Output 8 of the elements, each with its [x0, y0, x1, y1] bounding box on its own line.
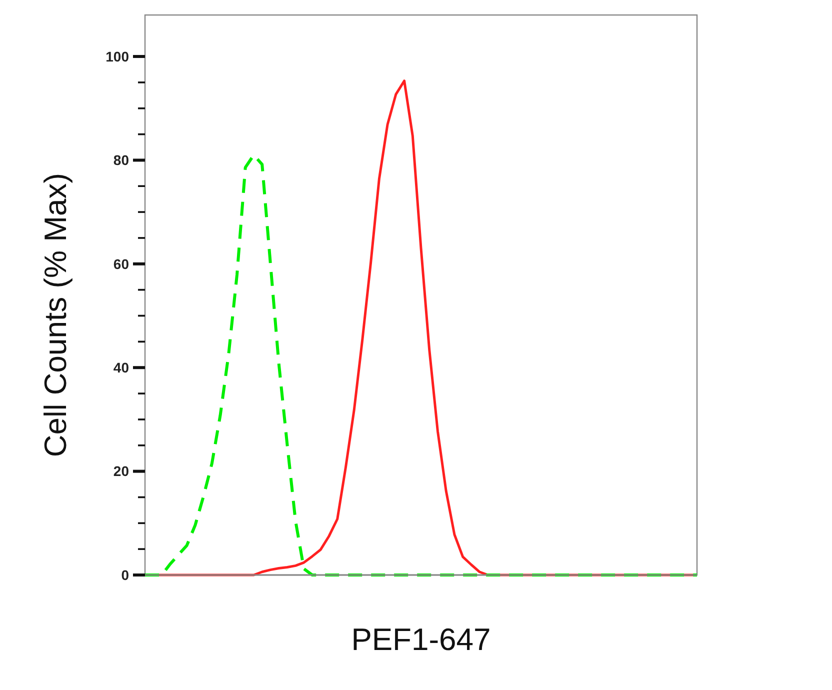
y-tick-label: 60 [113, 256, 130, 272]
y-tick-label: 40 [113, 359, 130, 376]
y-tick-label: 20 [113, 463, 130, 480]
y-axis-title: Cell Counts (% Max) [38, 172, 73, 458]
y-tick-label: 80 [113, 152, 130, 168]
y-tick-label: 100 [106, 48, 130, 64]
x-axis-title: PEF1-647 [351, 622, 491, 657]
y-tick-label: 0 [121, 566, 130, 583]
